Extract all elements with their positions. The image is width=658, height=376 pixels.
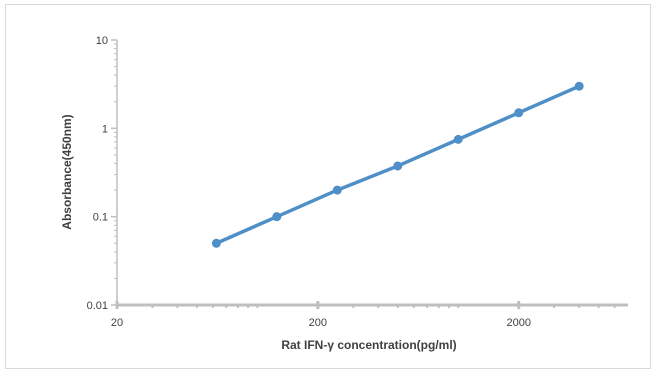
data-point [454, 135, 463, 144]
y-tick-label: 0.01 [87, 300, 108, 312]
y-axis-title: Absorbance(450nm) [60, 114, 74, 229]
data-point [575, 82, 584, 91]
data-point [212, 239, 221, 248]
y-tick-label: 10 [96, 35, 108, 47]
data-point [393, 161, 402, 170]
ticks-layer: 0.01 0.1 1 10 20 200 2000 [87, 35, 615, 329]
x-tick-label: 2000 [506, 317, 530, 329]
data-point [514, 108, 523, 117]
x-tick-label: 20 [111, 317, 123, 329]
x-axis-title: Rat IFN-γ concentration(pg/ml) [281, 338, 456, 352]
data-point [333, 186, 342, 195]
x-tick-label: 200 [309, 317, 327, 329]
y-tick-label: 0.1 [93, 212, 108, 224]
data-point [272, 212, 281, 221]
series-layer [212, 82, 584, 248]
y-tick-label: 1 [102, 123, 108, 135]
axes-layer [117, 40, 628, 305]
